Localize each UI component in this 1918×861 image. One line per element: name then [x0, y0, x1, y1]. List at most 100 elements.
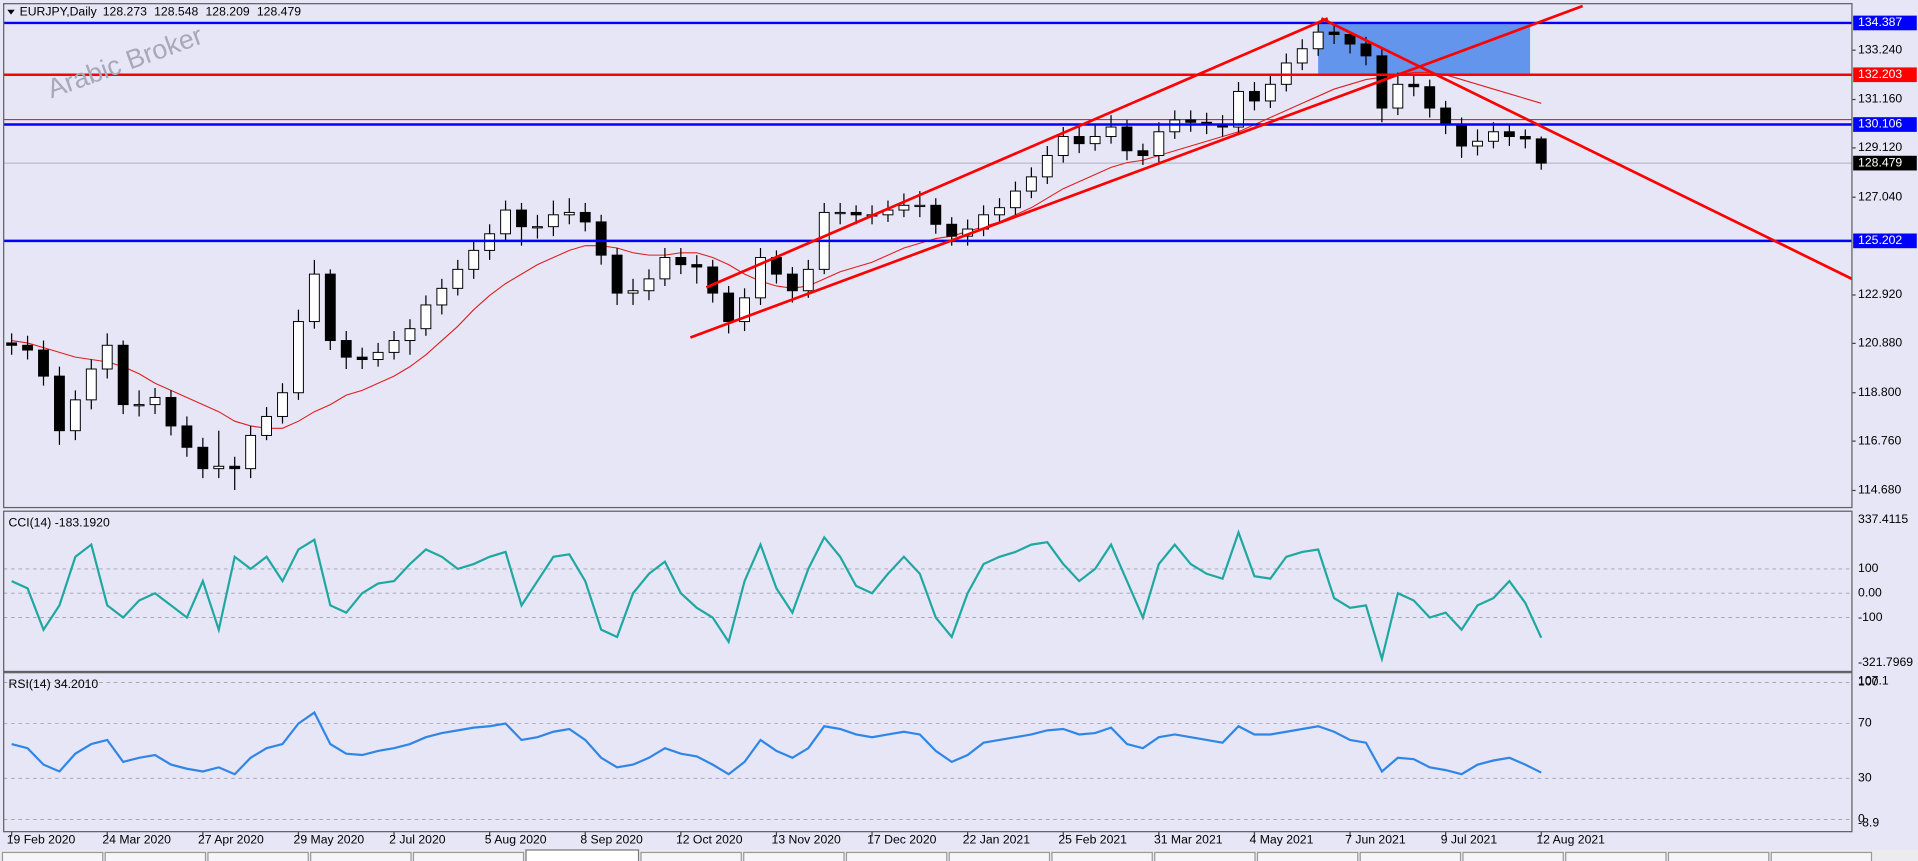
x-tick-label: 7 Jun 2021 — [1345, 832, 1406, 846]
tab[interactable] — [1256, 851, 1359, 861]
candle-body — [340, 340, 352, 358]
tab[interactable] — [1, 851, 104, 861]
tab[interactable] — [412, 851, 525, 861]
candle-body — [1296, 48, 1308, 64]
candle-body — [277, 392, 288, 417]
candle-body — [1344, 34, 1356, 45]
y-limit-label: 337.4115 — [1858, 512, 1908, 526]
candle-body — [38, 349, 49, 377]
candle-body — [1312, 31, 1324, 50]
x-tick-label: 27 Apr 2020 — [198, 832, 264, 846]
candle-body — [452, 268, 464, 289]
candle-body — [547, 214, 559, 228]
y-tick-label: 100 — [1858, 561, 1879, 575]
last-price-label: 128.479 — [1858, 155, 1902, 169]
x-tick-label: 19 Feb 2020 — [7, 832, 76, 846]
candle-body — [532, 226, 543, 229]
tab[interactable] — [1051, 851, 1153, 861]
candle-body — [1440, 107, 1452, 126]
y-tick-label: 116.760 — [1858, 433, 1901, 447]
candle-body — [1472, 140, 1483, 147]
y-tick-label: 114.680 — [1858, 483, 1901, 497]
tab[interactable] — [1770, 851, 1873, 861]
y-tick-label: 120.880 — [1858, 336, 1902, 350]
tab[interactable] — [948, 851, 1051, 861]
candle-body — [1456, 124, 1468, 147]
candle-body — [245, 434, 257, 470]
y-tick-label: 70 — [1858, 716, 1872, 730]
level-label-box — [1853, 15, 1917, 31]
candle-body — [484, 233, 496, 251]
candle-body — [1121, 126, 1133, 152]
candle-body — [1137, 150, 1149, 156]
tab[interactable] — [1154, 851, 1256, 861]
candle-body — [898, 204, 910, 211]
ohlc-value: 128.273 — [103, 4, 147, 18]
y-limit-label: 107.1 — [1858, 673, 1889, 687]
candle-body — [946, 223, 958, 237]
level-label: 125.202 — [1858, 233, 1902, 247]
indicator-line — [11, 710, 1542, 776]
candle-body — [914, 204, 926, 208]
candle-body — [563, 211, 575, 216]
candle-body — [627, 290, 639, 294]
candle-body — [6, 342, 18, 346]
candle-body — [117, 344, 129, 406]
y-limit-label: -321.7969 — [1858, 655, 1913, 669]
x-tick-label: 5 Aug 2020 — [485, 832, 547, 846]
plot-area — [3, 681, 1852, 820]
ohlc-value: 128.479 — [257, 4, 301, 18]
tab[interactable] — [1359, 851, 1462, 861]
candle-body — [101, 344, 113, 370]
candle-body — [54, 375, 65, 432]
tab[interactable] — [207, 851, 309, 861]
indicator-title: RSI(14) 34.2010 — [9, 677, 99, 691]
x-tick-label: 4 May 2021 — [1250, 832, 1314, 846]
candle-body — [834, 211, 846, 215]
tab[interactable] — [1667, 851, 1770, 861]
tab[interactable] — [743, 851, 845, 861]
x-tick-label: 24 Mar 2020 — [102, 832, 171, 846]
candle-body — [1185, 119, 1197, 123]
ohlc-value: 128.209 — [206, 4, 250, 18]
x-tick-label: 8 Sep 2020 — [580, 832, 643, 846]
tab[interactable] — [1462, 851, 1564, 861]
y-tick-label: -100 — [1858, 610, 1883, 624]
plot-area — [3, 4, 1852, 490]
candle-body — [1503, 131, 1515, 138]
candle-body — [1153, 131, 1165, 156]
candle-body — [69, 399, 81, 432]
trendline — [705, 17, 1329, 289]
level-label-box — [1853, 117, 1917, 132]
tab[interactable] — [845, 851, 948, 861]
candle-body — [802, 268, 814, 292]
last-price-box — [1853, 155, 1917, 171]
level-label: 130.106 — [1858, 117, 1902, 131]
candle-body — [1010, 190, 1021, 209]
x-tick-label: 9 Jul 2021 — [1441, 832, 1498, 846]
tab[interactable] — [104, 851, 207, 861]
candle-body — [1169, 119, 1181, 133]
candle-body — [500, 209, 512, 235]
candle-body — [579, 211, 591, 223]
tab[interactable] — [1565, 851, 1667, 861]
tab-active[interactable] — [525, 849, 640, 861]
candle-body — [197, 446, 209, 470]
candle-body — [1233, 90, 1244, 128]
menu-arrow[interactable] — [7, 9, 15, 15]
candle-body — [1041, 155, 1053, 178]
candle-body — [1089, 136, 1101, 145]
candle-body — [308, 273, 320, 323]
tab[interactable] — [310, 851, 412, 861]
symbol-title: EURJPY,Daily — [20, 4, 98, 18]
candle-body — [691, 264, 703, 268]
tab[interactable] — [640, 851, 742, 861]
candle-body — [994, 207, 1005, 216]
candle-body — [1424, 86, 1436, 109]
candle-body — [930, 204, 942, 225]
candle-body — [1057, 136, 1069, 156]
candle-body — [133, 404, 145, 407]
y-tick-label: 129.120 — [1858, 140, 1902, 154]
